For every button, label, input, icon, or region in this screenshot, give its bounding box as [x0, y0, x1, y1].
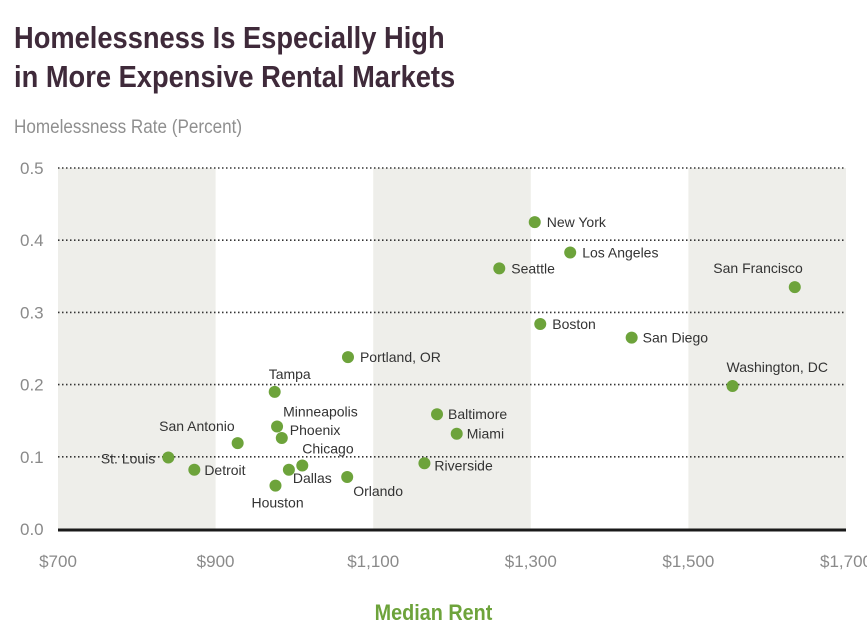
data-point-label: St. Louis [101, 451, 155, 467]
data-point-label: Baltimore [448, 406, 507, 422]
data-point-labels: New York Los Angeles Seattle San Francisco B… [101, 214, 828, 511]
y-tick-labels: 0.0 0.1 0.2 0.3 0.4 0.5 [20, 159, 44, 539]
data-point [493, 262, 506, 275]
chart-title-line-1: Homelessness Is Especially High [14, 20, 445, 55]
data-point [726, 380, 739, 393]
data-point-label: San Diego [643, 330, 709, 346]
data-point [275, 432, 288, 445]
data-point [162, 451, 175, 464]
x-tick-label: $1,700 [820, 552, 867, 571]
data-point-label: San Francisco [713, 260, 803, 276]
data-point [418, 457, 431, 470]
data-point-label: Phoenix [290, 422, 341, 438]
data-point-label: Los Angeles [582, 244, 658, 260]
y-tick-label: 0.3 [20, 303, 44, 322]
y-tick-label: 0.1 [20, 448, 44, 467]
background-band-1 [373, 168, 531, 529]
data-point [231, 437, 244, 450]
data-point [534, 317, 547, 330]
data-point-label: Detroit [204, 462, 245, 478]
data-point [450, 427, 463, 440]
y-tick-label: 0.0 [20, 520, 44, 539]
data-point-label: San Antonio [159, 418, 235, 434]
data-point-label: Dallas [293, 470, 332, 486]
data-point [564, 246, 577, 259]
data-point-label: Seattle [511, 260, 555, 276]
data-point [296, 459, 309, 472]
y-tick-label: 0.2 [20, 376, 44, 395]
data-point-label: Orlando [353, 483, 403, 499]
y-tick-label: 0.5 [20, 159, 44, 178]
x-tick-label: $1,500 [662, 552, 714, 571]
x-tick-labels: $700 $900 $1,100 $1,300 $1,500 $1,700 [39, 552, 867, 571]
data-point-label: New York [547, 214, 607, 230]
data-points [162, 216, 801, 492]
x-tick-label: $700 [39, 552, 77, 571]
background-band-2 [688, 168, 846, 529]
data-point [268, 385, 281, 398]
gridlines [58, 167, 846, 458]
data-point-label: Tampa [269, 366, 311, 382]
y-axis-label: Homelessness Rate (Percent) [14, 117, 243, 138]
x-axis-label: Median Rent [374, 600, 493, 625]
x-tick-label: $900 [197, 552, 235, 571]
data-point-label: Houston [251, 495, 303, 511]
data-point [269, 479, 282, 492]
data-point [788, 281, 801, 294]
data-point [271, 420, 284, 433]
data-point [625, 331, 638, 344]
data-point-label: Washington, DC [727, 359, 828, 375]
data-point [431, 408, 444, 421]
data-point [528, 216, 541, 229]
data-point-label: Riverside [434, 457, 493, 473]
data-point [282, 463, 295, 476]
data-point [188, 463, 201, 476]
y-tick-label: 0.4 [20, 231, 44, 250]
x-tick-label: $1,300 [505, 552, 557, 571]
data-point [341, 471, 354, 484]
data-point [341, 351, 354, 364]
x-tick-label: $1,100 [347, 552, 399, 571]
data-point-label: Minneapolis [283, 403, 358, 419]
data-point-label: Chicago [302, 440, 354, 456]
background-bands [58, 168, 846, 529]
data-point-label: Boston [552, 316, 596, 332]
data-point-label: Portland, OR [360, 349, 441, 365]
data-point-label: Miami [467, 426, 504, 442]
chart-title-line-2: in More Expensive Rental Markets [14, 59, 456, 94]
chart-title: Homelessness Is Especially High in More … [14, 18, 455, 96]
